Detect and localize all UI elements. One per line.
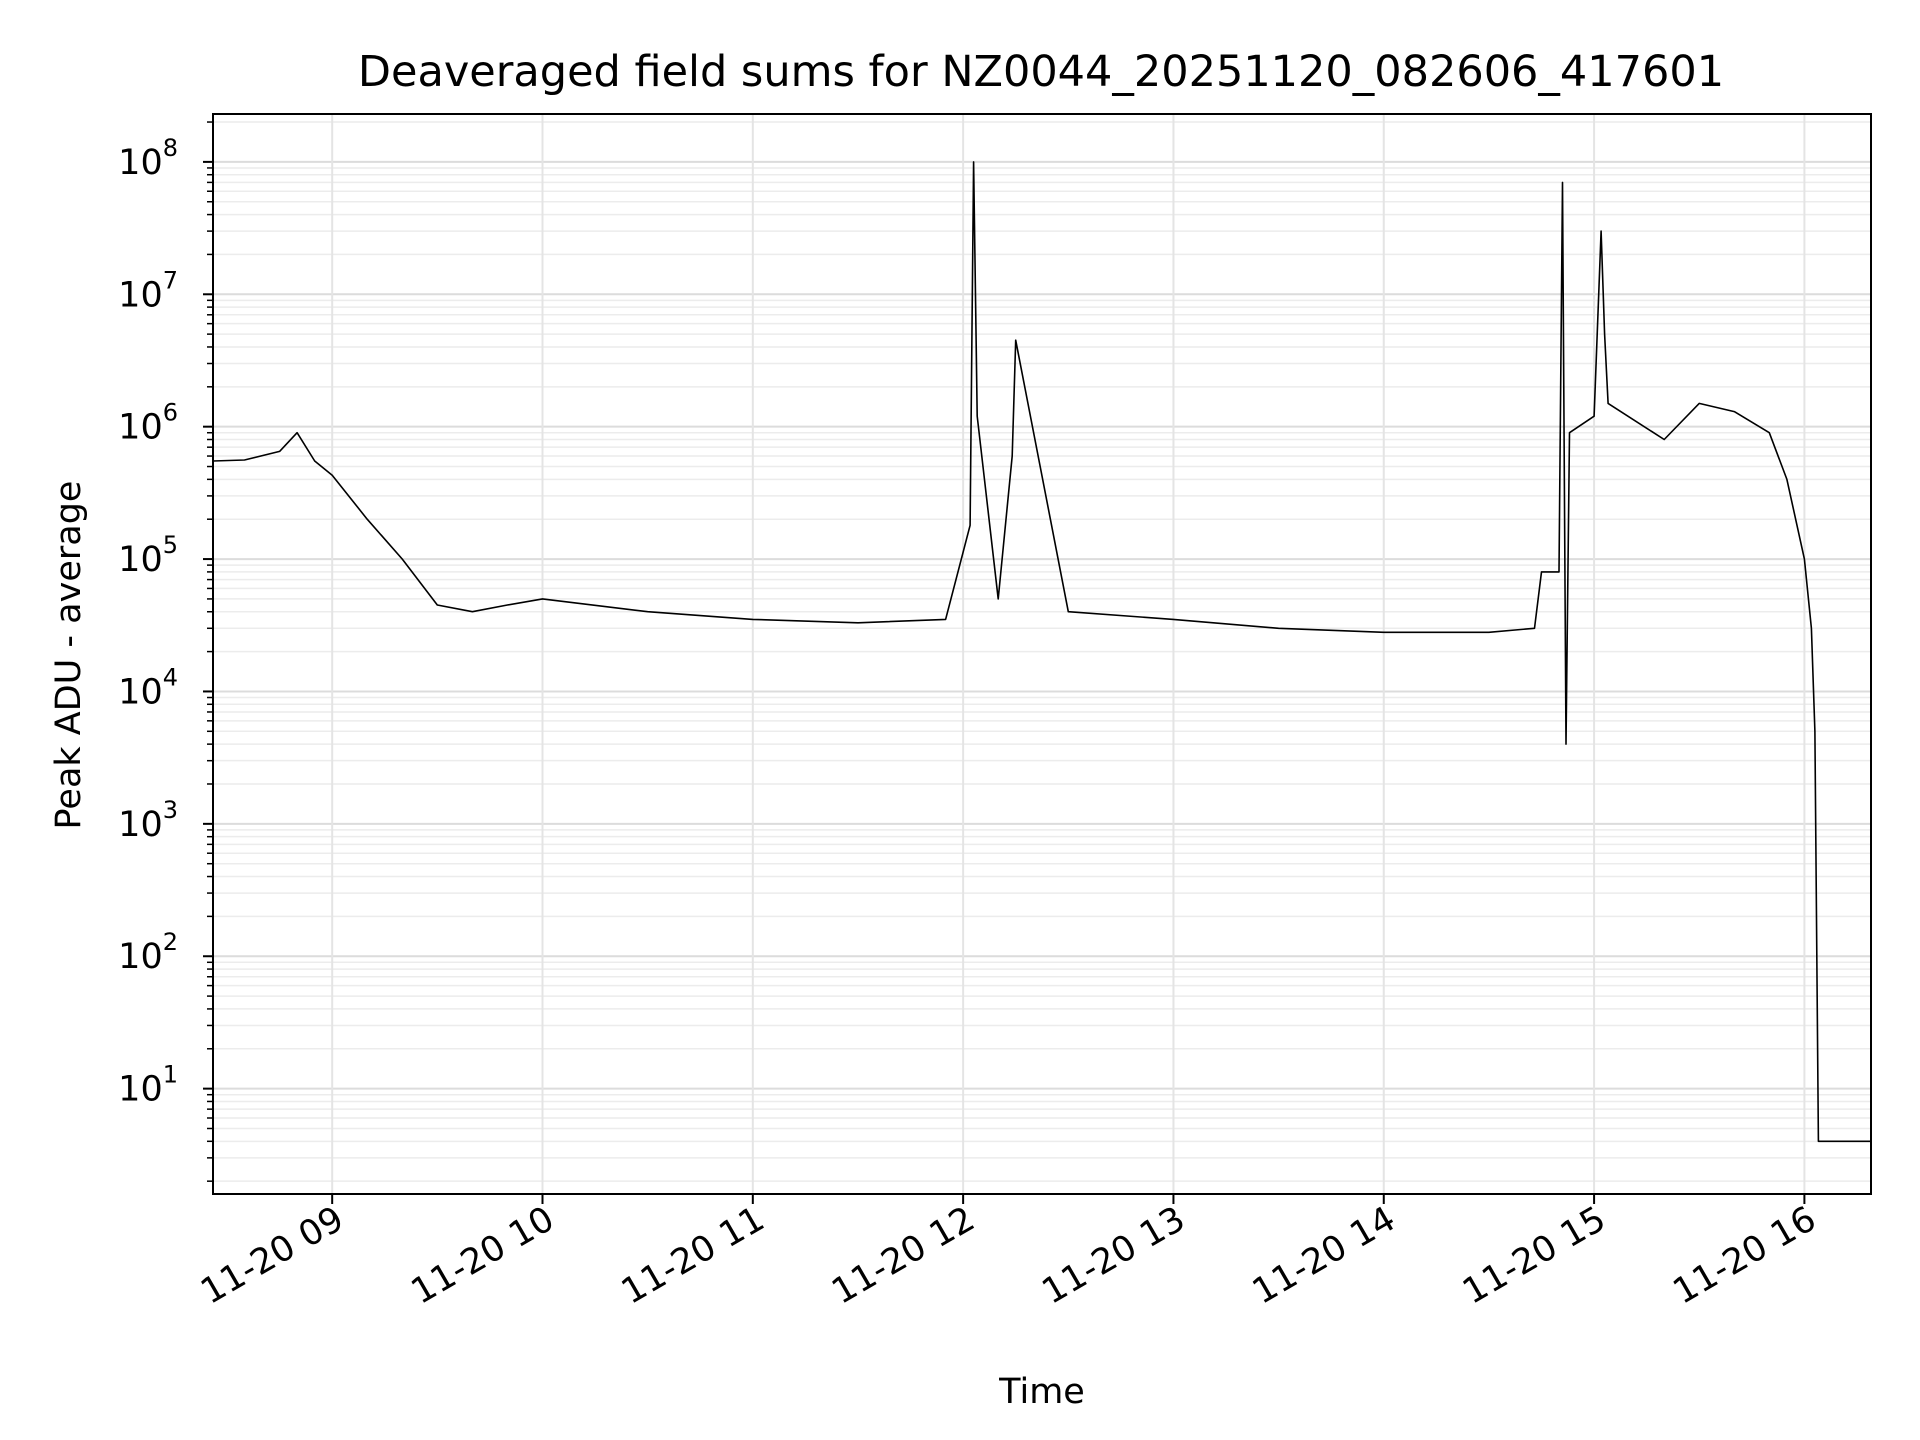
x-axis-label: Time (998, 1372, 1085, 1412)
y-tick-label: 103 (118, 796, 178, 845)
series-line (213, 161, 1871, 1143)
y-tick-label: 106 (118, 399, 178, 448)
grid (213, 114, 1871, 1194)
y-tick-label: 108 (118, 134, 178, 183)
y-axis-label: Peak ADU - average (49, 481, 89, 830)
y-tick-label: 105 (118, 531, 178, 580)
y-tick-label: 102 (118, 928, 178, 977)
chart-title: Deaveraged field sums for NZ0044_2025112… (358, 47, 1724, 97)
y-tick-label: 104 (118, 663, 178, 712)
y-tick-label: 101 (118, 1061, 178, 1110)
plot-frame (212, 113, 1872, 1195)
y-tick-label: 107 (118, 266, 178, 315)
series-layer (213, 161, 1871, 1143)
